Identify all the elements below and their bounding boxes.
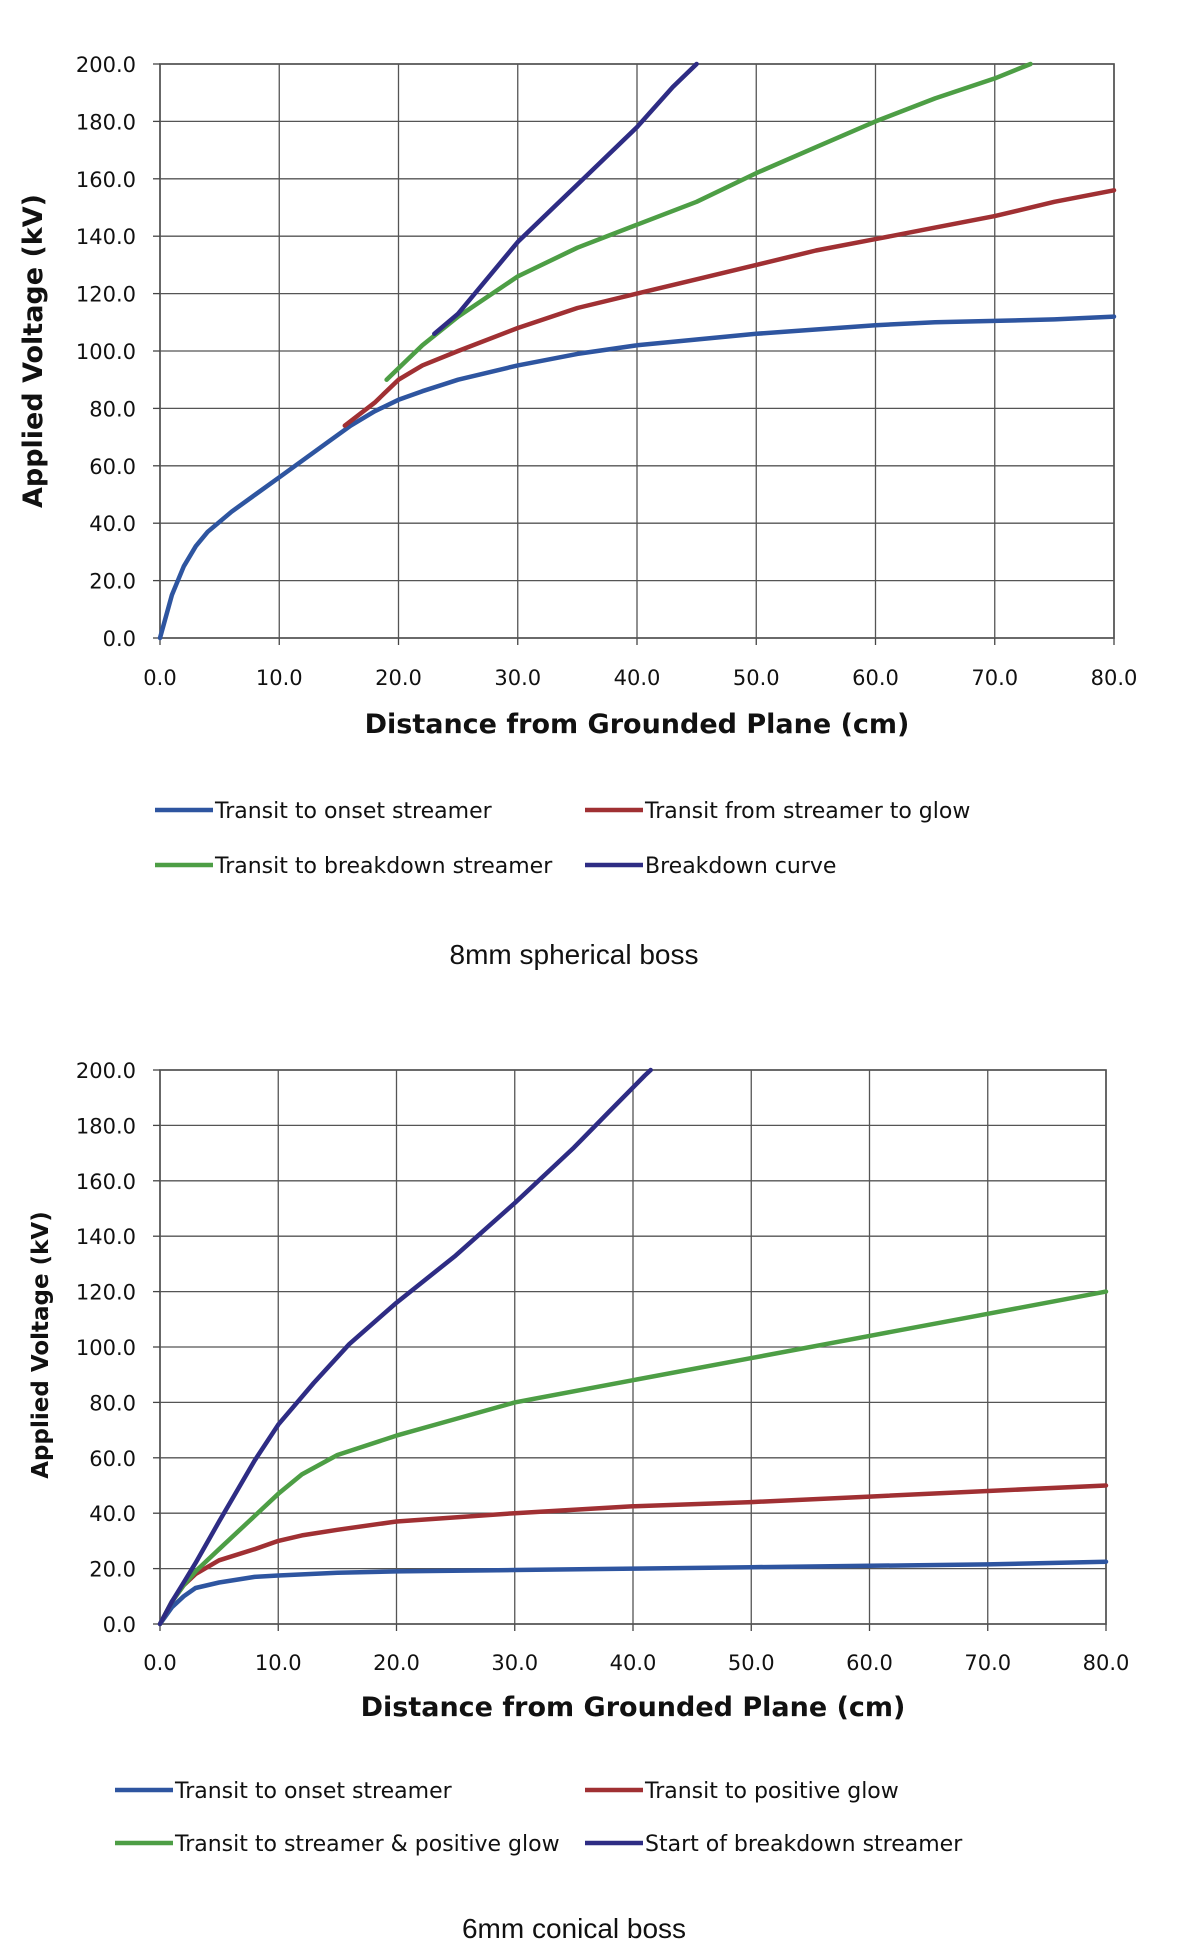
x-axis-title: Distance from Grounded Plane (cm): [365, 709, 910, 740]
series-line-1: [157, 314, 1117, 641]
y-tick-label: 80.0: [89, 397, 136, 421]
y-axis-title: Applied Voltage (kV): [18, 194, 49, 508]
y-tick-label: 100.0: [76, 1336, 136, 1360]
legend-label-1: Transit to onset streamer: [214, 799, 493, 824]
x-tick-label: 70.0: [971, 666, 1018, 690]
legend: Transit to onset streamer Transit from st…: [155, 799, 970, 879]
x-tick-label: 0.0: [143, 666, 176, 690]
chart-2: 0.0 10.0 20.0 30.0 40.0 50.0 60.0 70.0 80.0 0.0 20…: [28, 1059, 1129, 1944]
y-axis-title: Applied Voltage (kV): [28, 1211, 54, 1479]
y-tick-label: 160.0: [76, 1170, 136, 1194]
x-tick-label: 40.0: [614, 666, 661, 690]
x-tick-label: 40.0: [610, 1651, 657, 1675]
x-axis-title: Distance from Grounded Plane (cm): [361, 1692, 906, 1723]
y-tick-label: 180.0: [76, 1114, 136, 1138]
y-tick-label: 100.0: [76, 340, 136, 364]
y-tick-label: 60.0: [89, 455, 136, 479]
x-tick-label: 20.0: [373, 1651, 420, 1675]
y-tick-label: 160.0: [76, 168, 136, 192]
x-tick-label: 60.0: [852, 666, 899, 690]
x-tick-label: 30.0: [491, 1651, 538, 1675]
legend: Transit to onset streamer Transit to posi…: [115, 1779, 963, 1857]
series-line-4: [157, 1067, 653, 1627]
x-tick-label: 10.0: [255, 1651, 302, 1675]
chart-caption: 6mm conical boss: [462, 1913, 686, 1944]
legend-label-2: Transit from streamer to glow: [644, 799, 970, 824]
legend-label-2: Transit to positive glow: [644, 1779, 899, 1804]
y-tick-label: 60.0: [89, 1447, 136, 1471]
x-tick-label: 70.0: [964, 1651, 1011, 1675]
y-tick-label: 40.0: [89, 512, 136, 536]
legend-label-1: Transit to onset streamer: [174, 1779, 453, 1804]
x-tick-label: 0.0: [143, 1651, 176, 1675]
x-tick-label: 20.0: [375, 666, 422, 690]
y-tick-label: 180.0: [76, 110, 136, 134]
y-tick-label: 200.0: [76, 53, 136, 77]
legend-label-3: Transit to streamer & positive glow: [174, 1832, 560, 1857]
y-tick-label: 0.0: [103, 627, 136, 651]
chart-caption: 8mm spherical boss: [450, 939, 699, 970]
x-tick-label: 50.0: [733, 666, 780, 690]
series-line-1: [157, 1559, 1109, 1627]
x-tick-label: 60.0: [846, 1651, 893, 1675]
x-tick-label: 80.0: [1091, 666, 1138, 690]
y-tick-label: 140.0: [76, 1225, 136, 1249]
series-line-3: [157, 1289, 1109, 1627]
y-tick-label: 0.0: [103, 1613, 136, 1637]
y-tick-label: 120.0: [76, 1281, 136, 1305]
y-tick-label: 200.0: [76, 1059, 136, 1083]
series-line-4: [432, 61, 699, 337]
y-tick-label: 40.0: [89, 1502, 136, 1526]
x-tick-label: 50.0: [728, 1651, 775, 1675]
series-line-2: [342, 188, 1117, 428]
chart-1: 0.0 10.0 20.0 30.0 40.0 50.0 60.0 70.0 80.0 0.0 20…: [18, 53, 1137, 970]
x-tick-label: 30.0: [494, 666, 541, 690]
y-tick-label: 80.0: [89, 1391, 136, 1415]
x-tick-label: 10.0: [256, 666, 303, 690]
legend-label-3: Transit to breakdown streamer: [214, 854, 553, 879]
y-tick-label: 20.0: [89, 570, 136, 594]
series-line-3: [384, 61, 1033, 382]
y-tick-label: 140.0: [76, 225, 136, 249]
y-tick-label: 20.0: [89, 1558, 136, 1582]
legend-label-4: Breakdown curve: [645, 854, 836, 879]
y-tick-label: 120.0: [76, 283, 136, 307]
x-tick-label: 80.0: [1083, 1651, 1130, 1675]
legend-label-4: Start of breakdown streamer: [645, 1832, 963, 1857]
